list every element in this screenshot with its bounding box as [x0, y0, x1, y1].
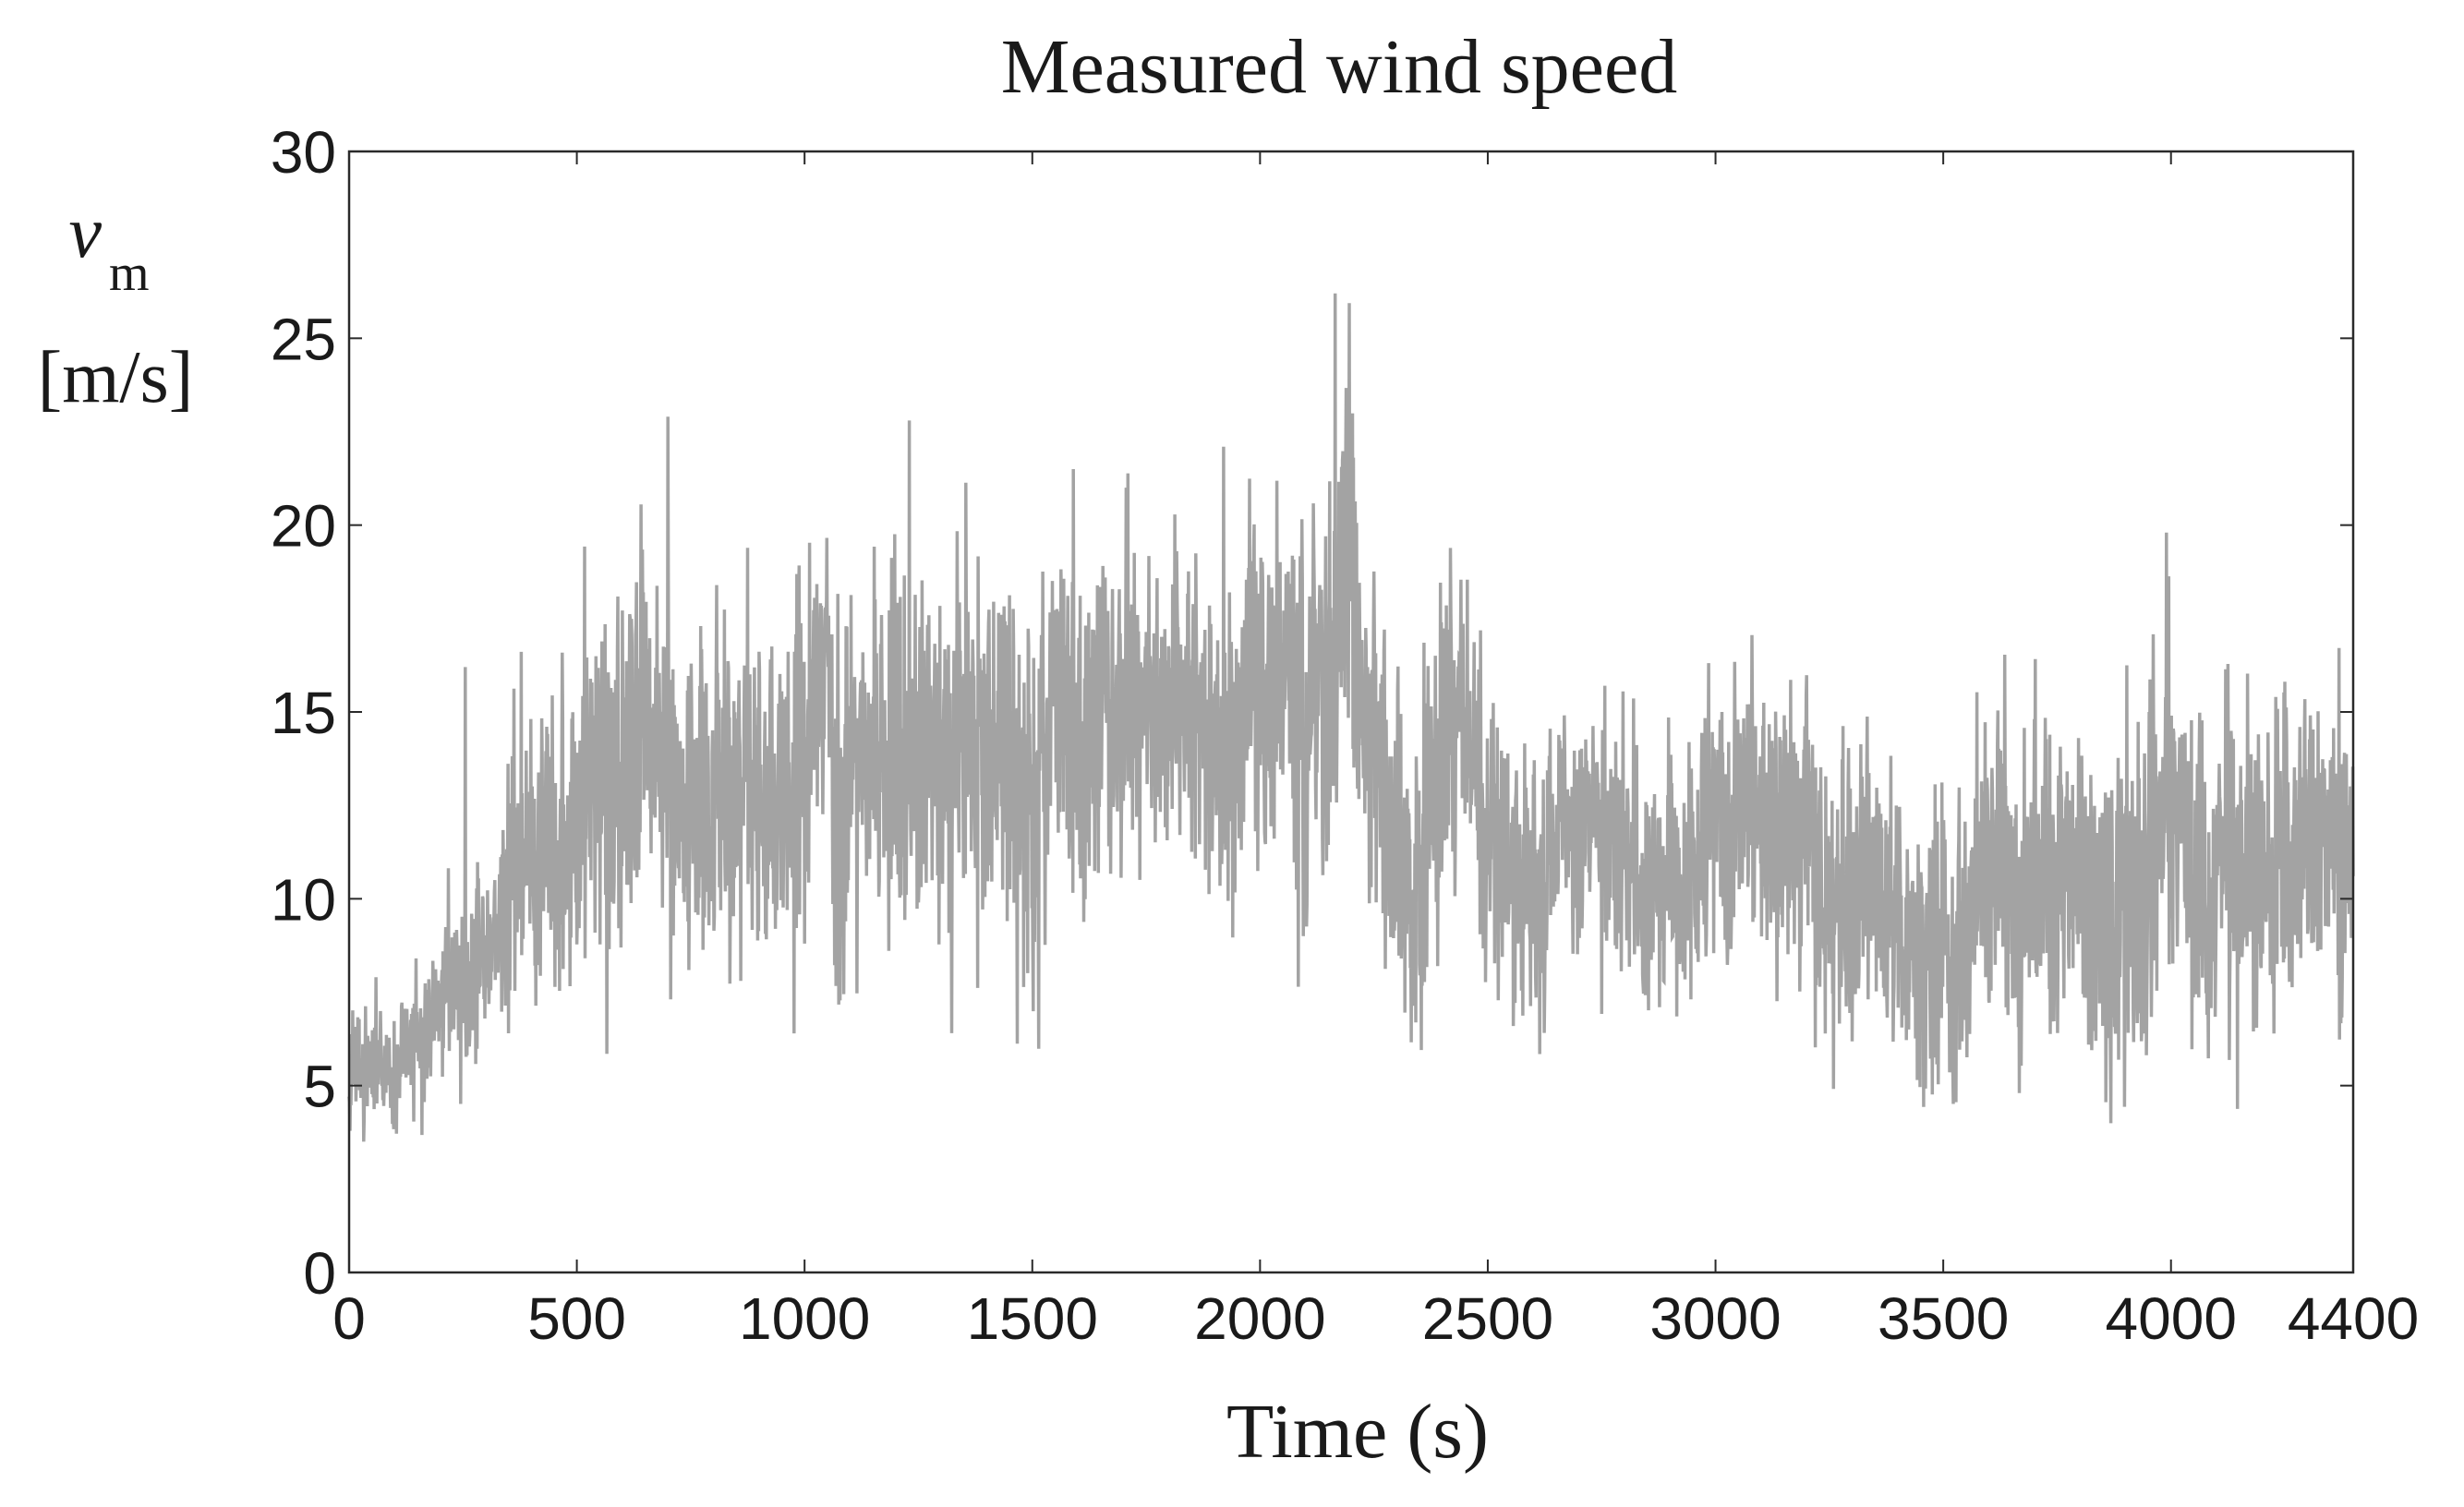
x-axis-label: Time (s): [1226, 1389, 1489, 1475]
y-tick-label: 5: [303, 1054, 336, 1120]
x-tick-label: 0: [332, 1285, 366, 1352]
y-tick-label: 25: [271, 306, 336, 372]
y-tick-label: 0: [303, 1240, 336, 1307]
x-tick-label: 500: [527, 1285, 626, 1352]
y-axis-label-unit: [m/s]: [38, 337, 194, 418]
x-tick-label: 4400: [2288, 1285, 2419, 1352]
y-tick-label: 20: [271, 493, 336, 560]
x-tick-label: 3500: [1878, 1285, 2009, 1352]
y-tick-label: 30: [271, 119, 336, 186]
y-axis-label: v m [m/s]: [38, 192, 194, 418]
y-axis-label-symbol: v: [68, 192, 102, 273]
x-tick-label: 1000: [739, 1285, 870, 1352]
x-tick-label: 3000: [1649, 1285, 1781, 1352]
y-tick-label: 15: [271, 680, 336, 746]
plot-area: 0 500 1000 1500 2000 2500 3000 3500 4000 4400 0 5 1…: [271, 119, 2419, 1352]
series-line: [347, 293, 2355, 1142]
y-axis-ticks: 0 5 10 15 20 25 30: [271, 119, 2353, 1307]
y-tick-label: 10: [271, 866, 336, 933]
x-tick-label: 2000: [1194, 1285, 1325, 1352]
y-axis-label-subscript: m: [109, 245, 150, 302]
x-axis-ticks: 0 500 1000 1500 2000 2500 3000 3500 4000 4400: [332, 151, 2419, 1352]
chart-title: Measured wind speed: [1001, 24, 1677, 110]
x-tick-label: 1500: [967, 1285, 1098, 1352]
x-tick-label: 2500: [1422, 1285, 1553, 1352]
x-tick-label: 4000: [2106, 1285, 2237, 1352]
